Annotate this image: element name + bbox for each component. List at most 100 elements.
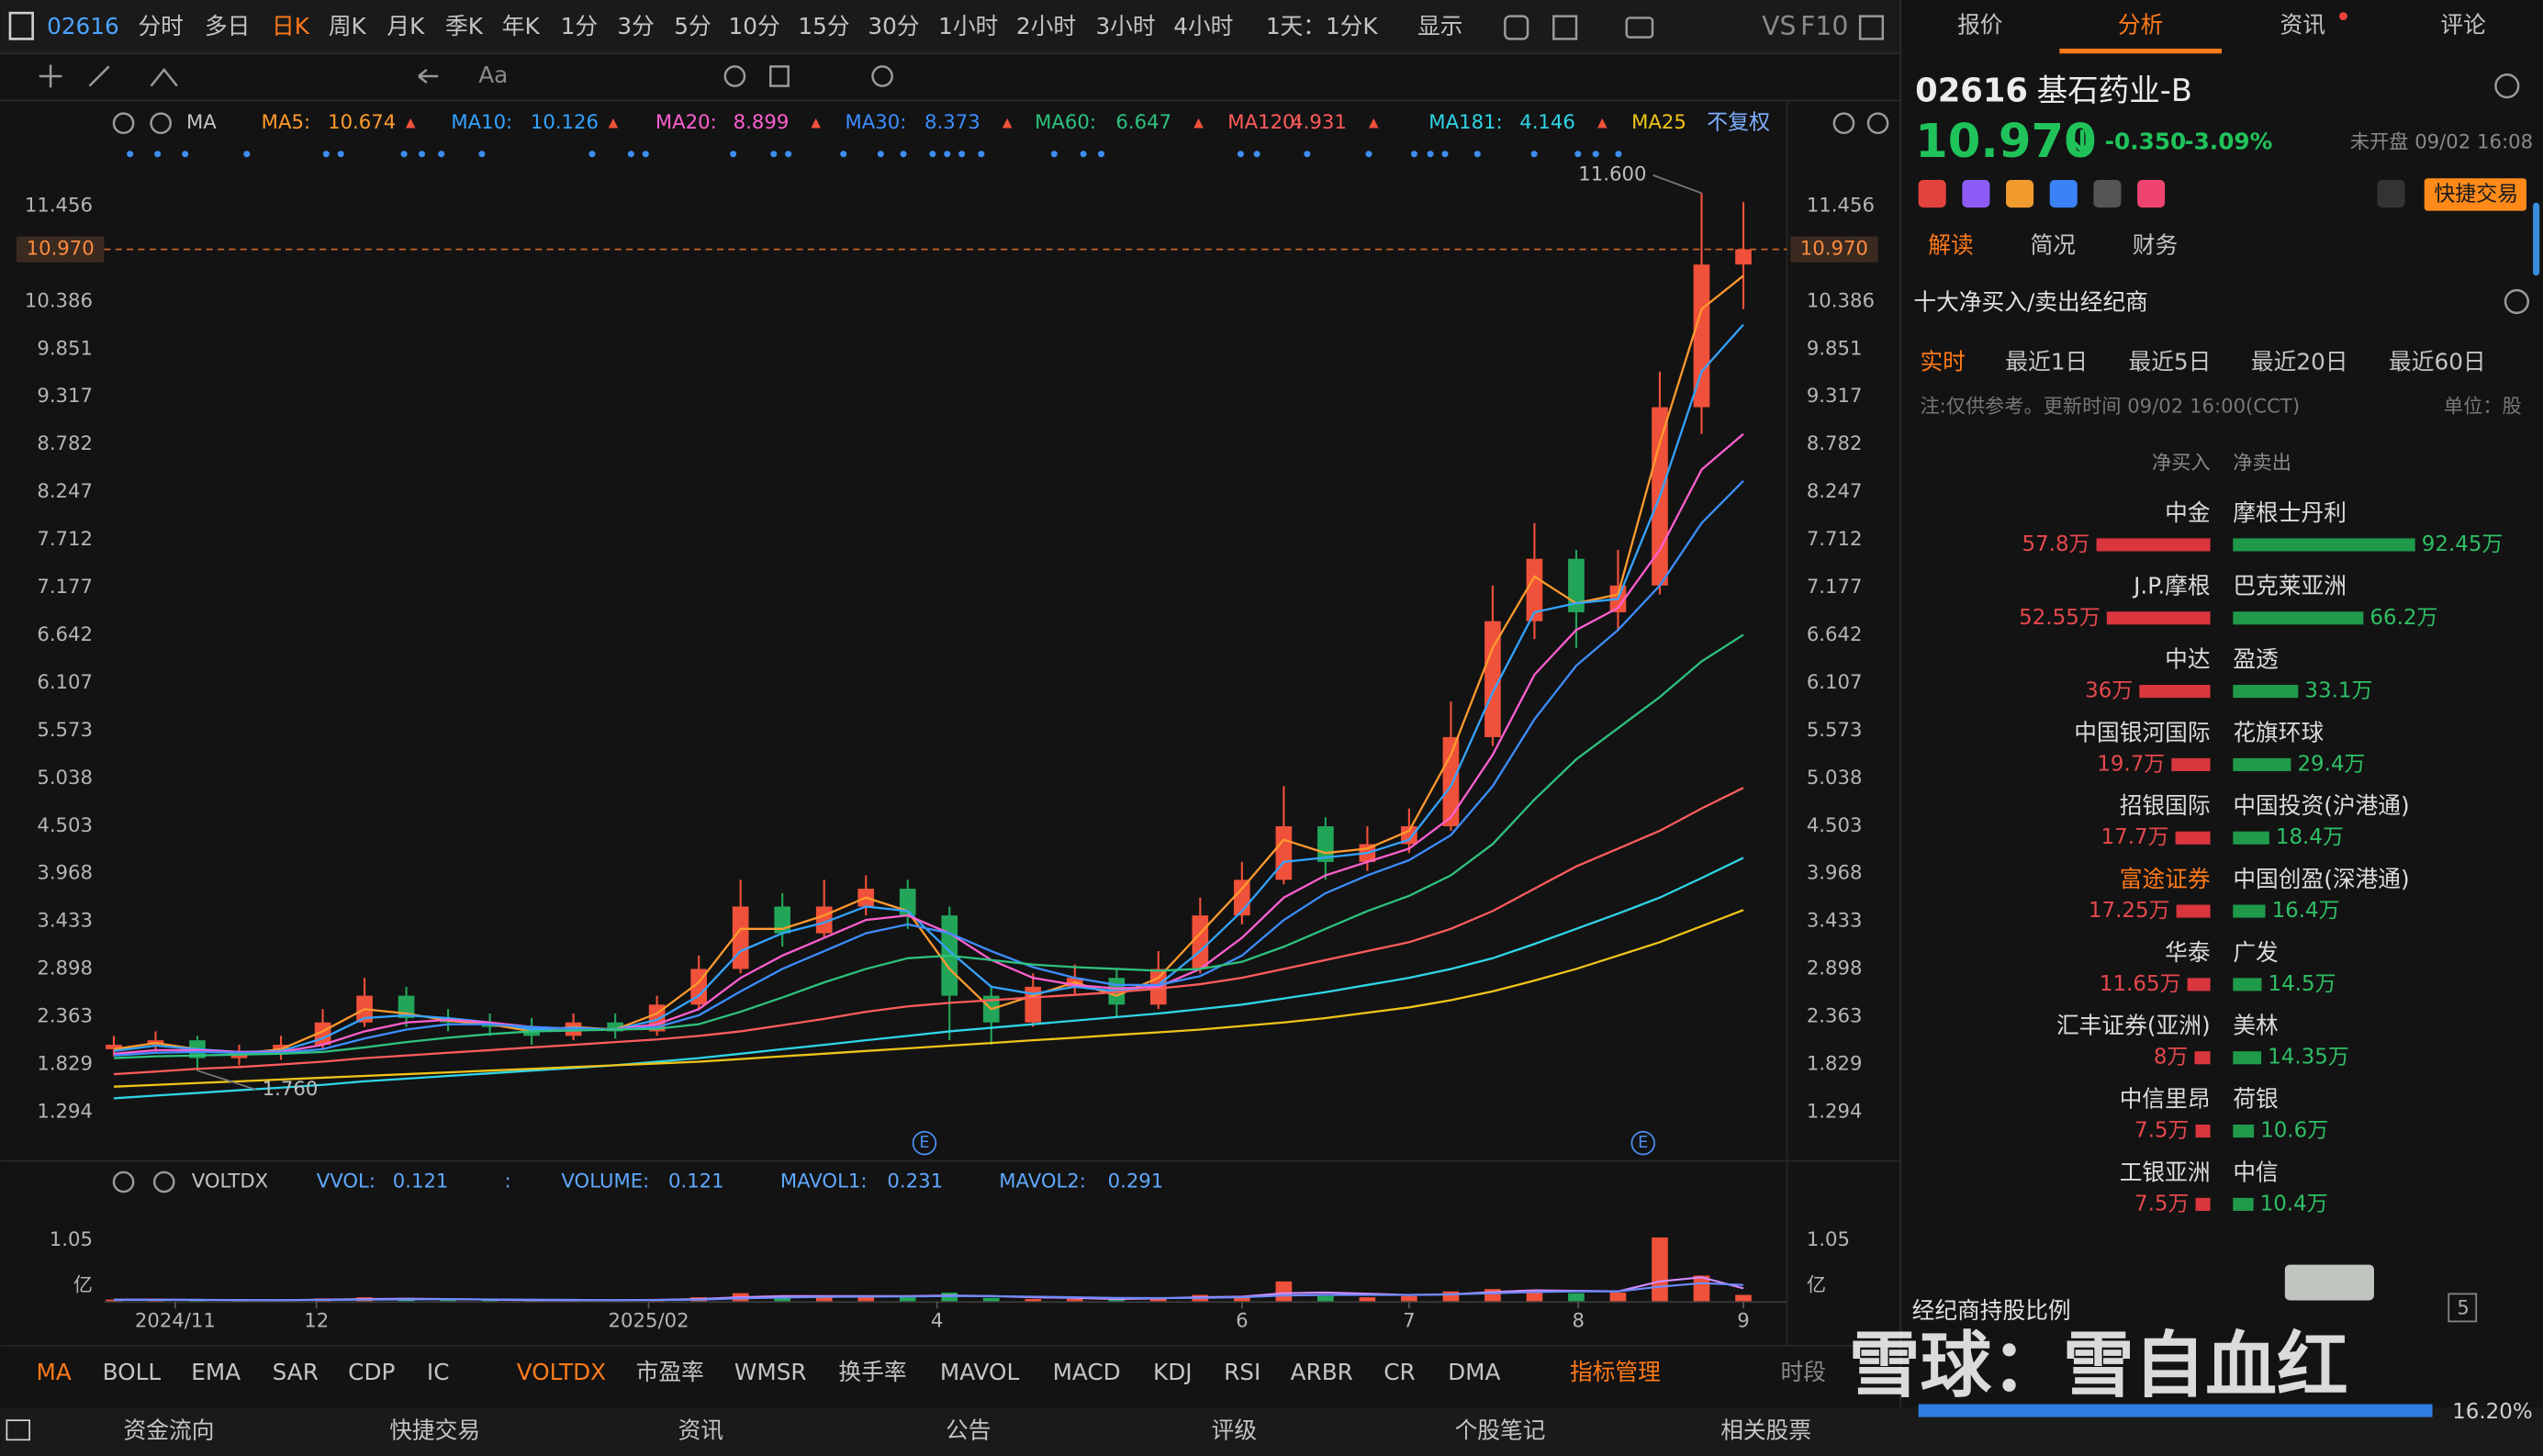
app-icon[interactable] [1918,180,1946,208]
news-dot[interactable] [588,151,596,158]
news-dot[interactable] [1615,151,1622,158]
news-dot[interactable] [1080,151,1087,158]
sub-tab[interactable]: 简况 [2031,231,2076,258]
news-dot[interactable] [900,151,907,158]
settings-icon[interactable] [112,1170,135,1193]
news-dot[interactable] [944,151,951,158]
indicator-manage[interactable]: 指标管理 [1570,1359,1661,1385]
period-tab[interactable]: 季K [445,13,484,39]
period-tab[interactable]: 2小时 [1016,13,1076,39]
app-icon[interactable] [2093,180,2122,208]
news-dot[interactable] [438,151,445,158]
period-tab[interactable]: 5分 [674,13,711,39]
news-dot[interactable] [1365,151,1372,158]
indicator-tab[interactable]: CDP [348,1359,395,1385]
indicator-tab[interactable]: SAR [273,1359,319,1385]
panel-tab[interactable]: 分析 [2118,11,2163,38]
indicator-tab[interactable]: RSI [1224,1359,1260,1385]
app-icon[interactable] [2049,180,2078,208]
period-button[interactable]: 时段 [1781,1359,1826,1385]
indicator-tab[interactable]: CR [1384,1359,1415,1385]
minus-icon[interactable] [1832,112,1855,135]
period-tab[interactable]: 分时 [138,13,183,39]
news-dot[interactable] [1530,151,1538,158]
plus-icon[interactable] [1866,112,1889,135]
news-dot[interactable] [978,151,985,158]
period-tab[interactable]: 3小时 [1095,13,1155,39]
indicator-tab[interactable]: 市盈率 [636,1359,704,1385]
period-tab[interactable]: 15分 [798,13,849,39]
indicator-tab[interactable]: DMA [1448,1359,1500,1385]
indicator-tab[interactable]: EMA [191,1359,241,1385]
range-tab[interactable]: 实时 [1920,349,1965,375]
news-dot[interactable] [1237,151,1244,158]
panel-tab[interactable]: 评论 [2440,11,2486,38]
indicator-tab[interactable]: MAVOL [940,1359,1020,1385]
move-icon[interactable] [39,64,62,88]
more-icon[interactable] [2504,288,2530,315]
news-dot[interactable] [770,151,778,158]
indicator-name[interactable]: VOLTDX [192,1170,268,1193]
news-dot[interactable] [182,151,189,158]
period-tab[interactable]: 显示 [1417,13,1462,39]
news-dot[interactable] [929,151,936,158]
panel-tab[interactable]: 报价 [1957,11,2002,38]
layout-icon[interactable] [1552,15,1578,40]
news-dot[interactable] [154,151,162,158]
period-tab[interactable]: 1小时 [938,13,998,39]
news-dot[interactable] [337,151,344,158]
period-tab[interactable]: 3分 [617,13,654,39]
gear-tool[interactable] [871,65,893,87]
app-icon[interactable] [2137,180,2166,208]
news-dot[interactable] [127,151,134,158]
sub-tab[interactable]: 解读 [1928,231,1973,258]
news-dot[interactable] [243,151,251,158]
indicator-tab[interactable]: WMSR [734,1359,807,1385]
back-tool[interactable] [418,68,439,84]
quick-trade-button[interactable] [2424,178,2526,211]
period-tab[interactable]: 月K [386,13,425,39]
bottom-tab[interactable]: 资讯 [678,1417,723,1444]
news-dot[interactable] [419,151,426,158]
news-dot[interactable] [400,151,408,158]
sidebar-icon[interactable] [6,1419,31,1441]
indicator-tab[interactable]: ARBR [1291,1359,1353,1385]
news-dot[interactable] [1441,151,1449,158]
news-dot[interactable] [730,151,737,158]
news-dot[interactable] [958,151,966,158]
indicator-tab[interactable]: VOLTDX [517,1359,606,1385]
bottom-tab[interactable]: 公告 [946,1417,991,1444]
app-icon[interactable] [1962,180,1990,208]
bottom-tab[interactable]: 个股笔记 [1455,1417,1546,1444]
toolbar-button[interactable]: F10 [1800,11,1848,41]
indicator-tab[interactable]: MACD [1053,1359,1121,1385]
period-tab[interactable]: 10分 [729,13,780,39]
panel-tab[interactable]: 资讯 [2280,11,2325,38]
bottom-tab[interactable]: 相关股票 [1720,1417,1811,1444]
event-marker[interactable] [912,1130,937,1156]
news-dot[interactable] [1574,151,1582,158]
camera-icon[interactable] [1625,17,1654,39]
indicator-tab[interactable]: 换手率 [838,1359,906,1385]
news-dot[interactable] [1098,151,1105,158]
sidebar-icon[interactable] [8,11,34,40]
news-dot[interactable] [877,151,884,158]
bottom-tab[interactable]: 评级 [1212,1417,1257,1444]
news-dot[interactable] [627,151,634,158]
bell-icon[interactable] [2377,180,2405,208]
adjust-button[interactable]: 不复权 [1707,111,1770,135]
indicator-name[interactable]: MA [186,110,217,133]
line-tool[interactable] [88,65,110,87]
period-tab[interactable]: 日K [272,13,310,39]
news-dot[interactable] [1592,151,1599,158]
news-dot[interactable] [1427,151,1434,158]
bottom-tab[interactable]: 快捷交易 [389,1417,480,1444]
bottom-tab[interactable]: 资金流向 [124,1417,215,1444]
news-dot[interactable] [1410,151,1417,158]
news-dot[interactable] [1050,151,1058,158]
period-tab[interactable]: 1天：1分K [1266,13,1379,39]
news-dot[interactable] [642,151,649,158]
indicator-tab[interactable]: BOLL [103,1359,162,1385]
news-dot[interactable] [1253,151,1260,158]
eye-tool[interactable] [723,65,746,87]
